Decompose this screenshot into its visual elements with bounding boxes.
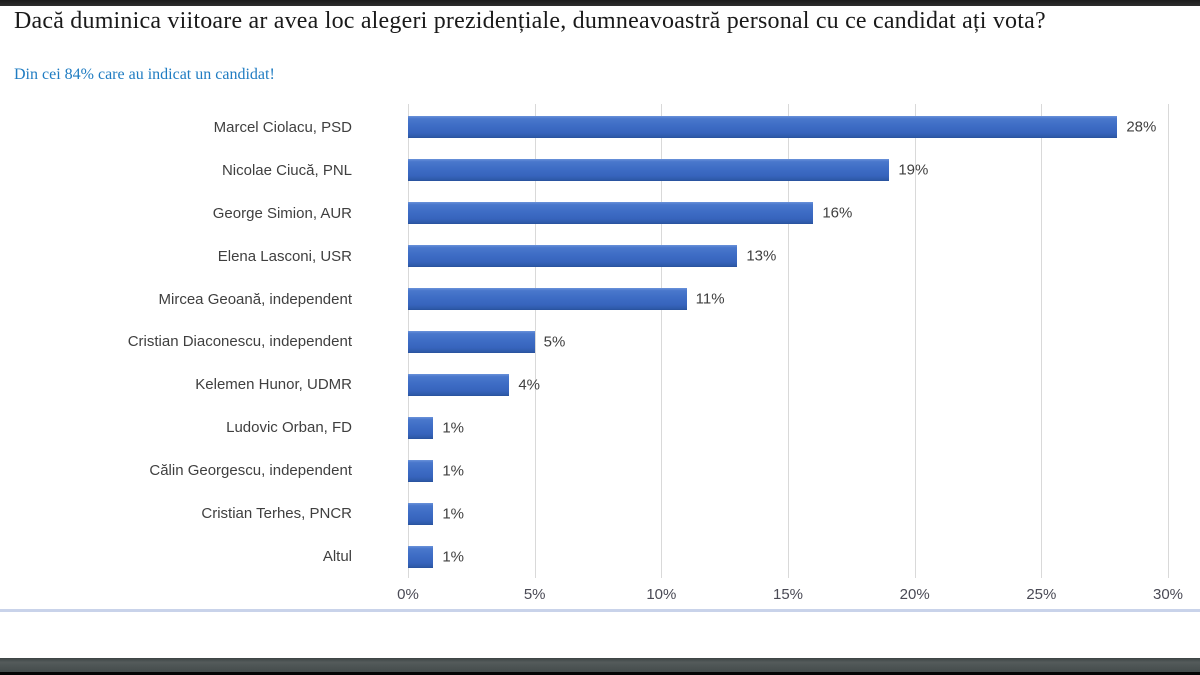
bar-track: 1% <box>408 449 1200 492</box>
value-label: 5% <box>543 333 566 351</box>
value-label: 28% <box>1126 118 1157 136</box>
x-tick-label: 20% <box>899 586 930 603</box>
gridline <box>1041 104 1043 578</box>
category-label: Ludovic Orban, FD <box>226 419 352 437</box>
bar-chart: Marcel Ciolacu, PSD 28% Nicolae Ciucă, PNL… <box>0 104 1200 606</box>
bar-row: Cristian Diaconescu, independent 5% <box>0 321 1200 364</box>
x-axis: 0% 5% 10% 15% 20% 25% 30% <box>397 586 1183 606</box>
value-label: 4% <box>518 376 541 394</box>
value-label: 1% <box>442 548 465 566</box>
category-label: Cristian Terhes, PNCR <box>201 505 352 523</box>
category-label: Elena Lasconi, USR <box>217 247 352 265</box>
bar-row: Cristian Terhes, PNCR 1% <box>0 492 1200 535</box>
category-label: Mircea Geoană, independent <box>158 290 352 308</box>
gridline <box>914 104 916 578</box>
value-label: 1% <box>442 505 465 523</box>
bar <box>408 330 535 353</box>
value-label: 19% <box>898 161 929 179</box>
bar <box>408 288 687 311</box>
chart-subtitle: Din cei 84% care au indicat un candidat! <box>14 66 275 83</box>
bar <box>408 159 890 182</box>
bar-track: 1% <box>408 406 1200 449</box>
bottom-window-edge <box>0 672 1200 675</box>
bar-row: Elena Lasconi, USR 13% <box>0 235 1200 278</box>
bar-row: Ludovic Orban, FD 1% <box>0 406 1200 449</box>
top-window-bar <box>0 0 1200 6</box>
bar-track: 5% <box>408 321 1200 364</box>
bar <box>408 459 434 482</box>
bar-track: 1% <box>408 492 1200 535</box>
bar-track: 16% <box>408 192 1200 235</box>
bar-track: 19% <box>408 149 1200 192</box>
value-label: 11% <box>695 290 725 308</box>
value-label: 1% <box>442 419 465 437</box>
category-label: Altul <box>322 548 352 566</box>
bottom-divider-line <box>0 609 1200 612</box>
bar-row: Marcel Ciolacu, PSD 28% <box>0 106 1200 149</box>
bar-row: Nicolae Ciucă, PNL 19% <box>0 149 1200 192</box>
category-label: Călin Georgescu, independent <box>149 462 352 480</box>
category-label: Nicolae Ciucă, PNL <box>221 161 352 179</box>
x-tick-label: 30% <box>1152 586 1184 603</box>
chart-title: Dacă duminica viitoare ar avea loc alege… <box>14 8 1046 34</box>
bar-track: 11% <box>408 278 1200 321</box>
bar <box>408 416 434 439</box>
bar-track: 13% <box>408 235 1200 278</box>
bar <box>408 545 434 568</box>
value-label: 16% <box>822 204 853 222</box>
x-tick-label: 10% <box>646 586 677 603</box>
bottom-window-bar <box>0 658 1200 672</box>
bar-row: Kelemen Hunor, UDMR 4% <box>0 363 1200 406</box>
category-label: George Simion, AUR <box>212 204 352 222</box>
x-tick-label: 5% <box>523 586 546 603</box>
bar-row: Mircea Geoană, independent 11% <box>0 278 1200 321</box>
x-tick-label: 0% <box>397 586 419 603</box>
bar-row: George Simion, AUR 16% <box>0 192 1200 235</box>
category-label: Kelemen Hunor, UDMR <box>195 376 352 394</box>
bar-track: 4% <box>408 363 1200 406</box>
bar <box>408 245 738 268</box>
gridline <box>534 104 536 578</box>
value-label: 1% <box>442 462 465 480</box>
bar-track: 1% <box>408 535 1200 578</box>
bar-row: Altul 1% <box>0 535 1200 578</box>
bar-row: Călin Georgescu, independent 1% <box>0 449 1200 492</box>
bar <box>408 116 1118 139</box>
bar <box>408 202 814 225</box>
gridline <box>661 104 663 578</box>
bar-track: 28% <box>408 106 1200 149</box>
bar <box>408 373 510 396</box>
bar-rows: Marcel Ciolacu, PSD 28% Nicolae Ciucă, PNL… <box>0 106 1200 578</box>
x-tick-label: 15% <box>772 586 804 603</box>
gridline <box>788 104 789 578</box>
gridline <box>1168 104 1169 578</box>
bar <box>408 502 434 525</box>
category-label: Marcel Ciolacu, PSD <box>213 118 352 136</box>
value-label: 13% <box>746 247 777 265</box>
x-tick-label: 25% <box>1026 586 1057 603</box>
category-label: Cristian Diaconescu, independent <box>127 333 352 351</box>
